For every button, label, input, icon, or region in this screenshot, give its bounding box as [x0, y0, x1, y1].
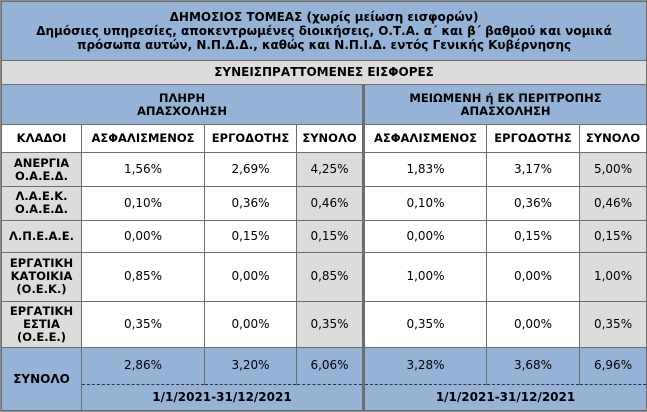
rate-cell: 0,36% [204, 186, 297, 221]
rate-cell: 0,00% [486, 252, 580, 302]
rate-cell: 0,85% [81, 252, 205, 302]
rate-cell: 0,46% [296, 186, 365, 221]
rate-cell: 0,15% [204, 219, 297, 254]
rate-cell: 0,00% [363, 219, 487, 254]
table-row: ΑΝΕΡΓΙΑ Ο.Α.Ε.Δ. 1,56% 2,69% 4,25% 1,83% 3,17%… [1, 151, 647, 188]
col-header-total: ΣΥΝΟΛΟ [578, 124, 647, 153]
col-header-employer: ΕΡΓΟΔΟΤΗΣ [486, 124, 580, 153]
table-title: ΔΗΜΟΣΙΟΣ ΤΟΜΕΑΣ (χωρίς μείωση εισφορών) Δ… [0, 1, 647, 61]
rate-cell: 0,15% [578, 219, 647, 254]
rate-cell: 0,46% [578, 186, 647, 221]
rate-cell: 0,36% [486, 186, 580, 221]
total-row: ΣΥΝΟΛΟ 2,86% 3,20% 6,06% 3,28% 3,68% 6,9… [1, 347, 647, 411]
col-header-insured: ΑΣΦΑΛΙΣΜΕΝΟΣ [363, 124, 487, 153]
total-value: 6,96% [578, 347, 647, 385]
rate-cell: 4,25% [296, 151, 365, 188]
total-value: 3,28% [363, 347, 487, 385]
total-value: 2,86% [81, 347, 205, 385]
rate-cell: 0,00% [486, 300, 580, 349]
rate-cell: 0,35% [578, 300, 647, 349]
branch-label: ΑΝΕΡΓΙΑ Ο.Α.Ε.Δ. [1, 151, 82, 188]
group-full-employment: ΠΛΗΡΗ ΑΠΑΣΧΟΛΗΣΗ [1, 83, 365, 126]
rate-cell: 0,15% [296, 219, 365, 254]
col-header-branches: ΚΛΑΔΟΙ [1, 124, 82, 153]
rate-cell: 0,00% [204, 300, 297, 349]
branch-label: Λ.Π.Ε.Α.Ε. [1, 219, 82, 254]
rate-cell: 0,35% [81, 300, 205, 349]
rate-cell: 1,00% [578, 252, 647, 302]
col-header-insured: ΑΣΦΑΛΙΣΜΕΝΟΣ [81, 124, 205, 153]
table-row: Λ.Π.Ε.Α.Ε. 0,00% 0,15% 0,15% 0,00% 0,15% 0,15% [1, 219, 647, 254]
rate-cell: 0,00% [204, 252, 297, 302]
period-full: 1/1/2021-31/12/2021 [81, 384, 365, 412]
rate-cell: 0,35% [363, 300, 487, 349]
rate-cell: 0,10% [81, 186, 205, 221]
total-label: ΣΥΝΟΛΟ [1, 347, 82, 411]
branch-label: ΕΡΓΑΤΙΚΗ ΚΑΤΟΙΚΙΑ (Ο.Ε.Κ.) [1, 252, 82, 302]
table-row: Λ.Α.Ε.Κ. Ο.Α.Ε.Δ. 0,10% 0,36% 0,46% 0,10% 0,36… [1, 186, 647, 221]
rate-cell: 0,15% [486, 219, 580, 254]
rate-cell: 5,00% [578, 151, 647, 188]
rate-cell: 0,00% [81, 219, 205, 254]
period-reduced: 1/1/2021-31/12/2021 [362, 384, 647, 412]
branch-label: ΕΡΓΑΤΙΚΗ ΕΣΤΙΑ (Ο.Ε.Ε.) [1, 300, 82, 349]
rate-cell: 0,10% [363, 186, 487, 221]
rate-cell: 0,35% [296, 300, 365, 349]
table-row: ΕΡΓΑΤΙΚΗ ΚΑΤΟΙΚΙΑ (Ο.Ε.Κ.) 0,85% 0,00% 0,85% 1… [1, 252, 647, 302]
rate-cell: 1,00% [363, 252, 487, 302]
rate-cell: 0,85% [296, 252, 365, 302]
col-header-total: ΣΥΝΟΛΟ [296, 124, 365, 153]
group-reduced-employment: ΜΕΙΩΜΕΝΗ ή ΕΚ ΠΕΡΙΤΡΟΠΗΣ ΑΠΑΣΧΟΛΗΣΗ [362, 83, 647, 126]
total-value: 6,06% [296, 347, 365, 385]
total-value: 3,20% [204, 347, 297, 385]
rate-cell: 2,69% [204, 151, 297, 188]
total-value: 3,68% [486, 347, 580, 385]
table-subtitle: ΣΥΝΕΙΣΠΡΑΤΤΟΜΕΝΕΣ ΕΙΣΦΟΡΕΣ [0, 59, 647, 86]
rate-cell: 1,83% [363, 151, 487, 188]
rate-cell: 1,56% [81, 151, 205, 188]
col-header-employer: ΕΡΓΟΔΟΤΗΣ [204, 124, 297, 153]
table-row: ΕΡΓΑΤΙΚΗ ΕΣΤΙΑ (Ο.Ε.Ε.) 0,35% 0,00% 0,35% 0,35… [1, 300, 647, 349]
branch-label: Λ.Α.Ε.Κ. Ο.Α.Ε.Δ. [1, 186, 82, 221]
rate-cell: 3,17% [486, 151, 580, 188]
